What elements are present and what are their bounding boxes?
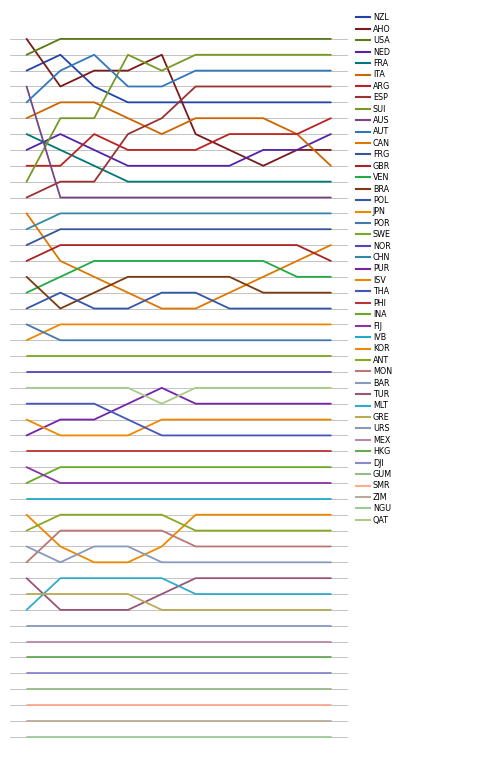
Legend: NZL, AHO, USA, NED, FRA, ITA, ARG, ESP, SUI, AUS, AUT, CAN, FRG, GBR, VEN, BRA, : NZL, AHO, USA, NED, FRA, ITA, ARG, ESP, … [355, 12, 393, 525]
